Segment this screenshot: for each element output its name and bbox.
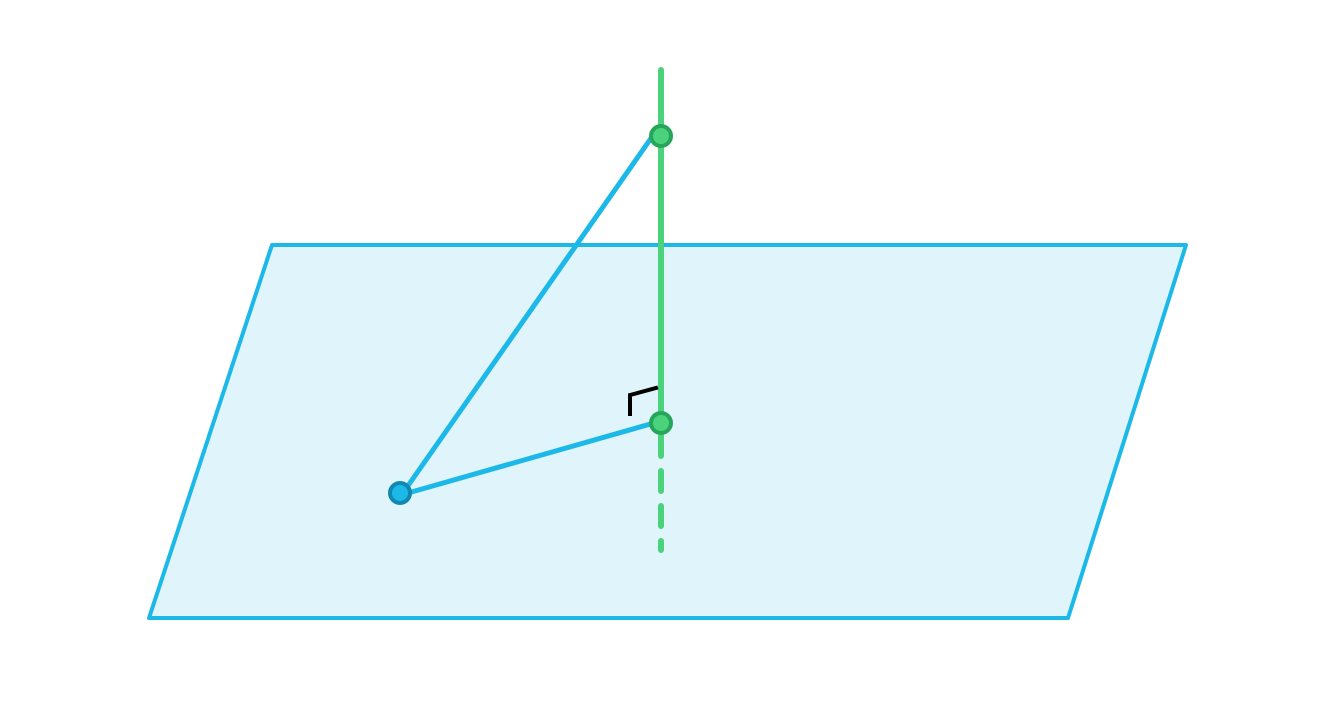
point-top [651,126,671,146]
point-plane [390,483,410,503]
point-intersection [651,413,671,433]
geometry-diagram [0,0,1320,702]
